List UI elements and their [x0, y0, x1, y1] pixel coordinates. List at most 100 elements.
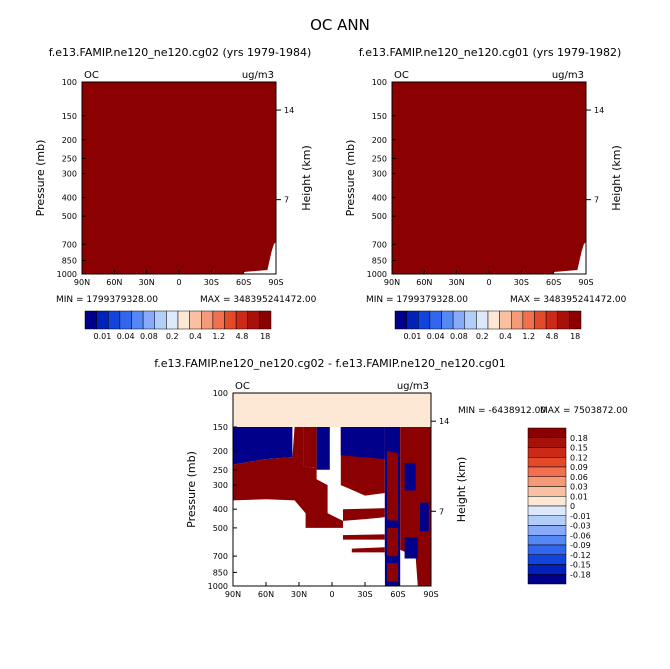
colorbar-label: 0.2: [166, 332, 179, 341]
units-label: ug/m3: [242, 70, 274, 81]
colorbar-label: -0.15: [570, 561, 591, 570]
panel-2: f.e13.FAMIP.ne120_ne120.cg01 (yrs 1979-1…: [344, 46, 627, 341]
x-tick-label: 90N: [384, 278, 400, 287]
x-tick-label: 60S: [546, 278, 561, 287]
colorbar-swatch: [527, 505, 567, 516]
x-tick-label: 30S: [204, 278, 219, 287]
y-tick-label: 850: [213, 568, 228, 577]
x-tick-label: 30S: [514, 278, 529, 287]
zero-region: [369, 556, 385, 586]
colorbar-label: 4.8: [236, 332, 249, 341]
y-tick-label: 200: [372, 136, 387, 145]
positive-region: [387, 527, 398, 557]
x-tick-label: 60N: [416, 278, 432, 287]
colorbar-swatch: [131, 310, 144, 330]
colorbar-label: 0.01: [94, 332, 112, 341]
y-tick-label: 200: [62, 136, 77, 145]
x-tick-label: 0: [486, 278, 491, 287]
colorbar-swatch: [545, 310, 558, 330]
colorbar-swatch: [487, 310, 500, 330]
y-axis-label: Pressure (mb): [34, 140, 47, 217]
x-tick-label: 60N: [106, 278, 122, 287]
min-stat: MIN = 1799379328.00: [56, 295, 158, 305]
colorbar-label: -0.06: [570, 531, 591, 540]
y2-axis-label: Height (km): [610, 145, 623, 211]
negative-region: [420, 502, 429, 532]
y-tick-label: 400: [213, 505, 228, 514]
y-tick-label: 500: [372, 212, 387, 221]
colorbar-label: 0.12: [570, 453, 588, 462]
missing-data-region: [243, 241, 276, 274]
min-stat: MIN = -6438912.00: [458, 406, 546, 416]
y-tick-label: 700: [62, 240, 77, 249]
colorbar-swatch: [527, 447, 567, 458]
colorbar-label: 1.2: [522, 332, 535, 341]
colorbar-swatch: [527, 554, 567, 565]
panel-title: f.e13.FAMIP.ne120_ne120.cg01 (yrs 1979-1…: [359, 46, 622, 59]
colorbar-label: 0.04: [117, 332, 135, 341]
x-tick-label: 90S: [268, 278, 283, 287]
y-tick-label: 1000: [367, 270, 387, 279]
colorbar-label: 0.4: [499, 332, 512, 341]
min-stat: MIN = 1799379328.00: [366, 295, 468, 305]
colorbar-label: 0.4: [189, 332, 202, 341]
colorbar-swatch: [527, 564, 567, 575]
colorbar-swatch: [476, 310, 489, 330]
max-stat: MAX = 348395241472.00: [200, 295, 317, 305]
colorbar-swatch: [201, 310, 214, 330]
colorbar-swatch: [441, 310, 454, 330]
colorbar-swatch: [557, 310, 570, 330]
colorbar-label: 0.01: [404, 332, 422, 341]
panel-title: f.e13.FAMIP.ne120_ne120.cg02 - f.e13.FAM…: [154, 357, 506, 370]
y-tick-label: 250: [213, 466, 228, 475]
colorbar-label: 0.06: [570, 473, 588, 482]
colorbar-swatch: [527, 466, 567, 477]
negative-region: [316, 426, 330, 470]
y-tick-label: 100: [372, 78, 387, 87]
positive-region: [233, 426, 343, 528]
colorbar-swatch: [177, 310, 190, 330]
negative-region: [404, 537, 418, 559]
y-tick-label: 850: [62, 256, 77, 265]
y-tick-label: 400: [372, 194, 387, 203]
colorbar-swatch: [527, 525, 567, 536]
colorbar-swatch: [154, 310, 167, 330]
colorbar-swatch: [527, 496, 567, 507]
y2-tick-label: 7: [439, 507, 444, 516]
max-stat: MAX = 348395241472.00: [510, 295, 627, 305]
y-tick-label: 200: [213, 447, 228, 456]
colorbar-label: 0.18: [570, 434, 588, 443]
colorbar-swatch: [406, 310, 419, 330]
y-tick-label: 500: [213, 524, 228, 533]
colorbar-label: 1.2: [212, 332, 225, 341]
y2-tick-label: 14: [594, 106, 604, 115]
plot-frame: [232, 392, 432, 587]
x-tick-label: 30S: [357, 590, 372, 599]
y-tick-label: 300: [372, 170, 387, 179]
x-tick-label: 0: [329, 590, 334, 599]
negative-region: [340, 426, 385, 460]
y-tick-label: 1000: [57, 270, 77, 279]
plot-frame: [391, 81, 587, 275]
y-tick-label: 850: [372, 256, 387, 265]
colorbar-swatch: [394, 310, 407, 330]
x-tick-label: 90S: [423, 590, 438, 599]
negative-region: [233, 426, 293, 465]
x-tick-label: 90N: [74, 278, 90, 287]
colorbar-swatch: [527, 476, 567, 487]
positive-region: [387, 451, 398, 521]
colorbar-label: 0.2: [476, 332, 489, 341]
y2-tick-label: 14: [284, 106, 294, 115]
units-label: ug/m3: [552, 70, 584, 81]
colorbar-swatch: [96, 310, 109, 330]
colorbar-label: 4.8: [546, 332, 559, 341]
colorbar-swatch: [418, 310, 431, 330]
field-name-label: OC: [235, 381, 250, 392]
colorbar-swatch: [527, 574, 567, 585]
y-tick-label: 150: [213, 423, 228, 432]
colorbar-swatch: [464, 310, 477, 330]
main-title: OC ANN: [310, 16, 370, 34]
y-tick-label: 300: [213, 481, 228, 490]
colorbar-swatch: [527, 515, 567, 526]
